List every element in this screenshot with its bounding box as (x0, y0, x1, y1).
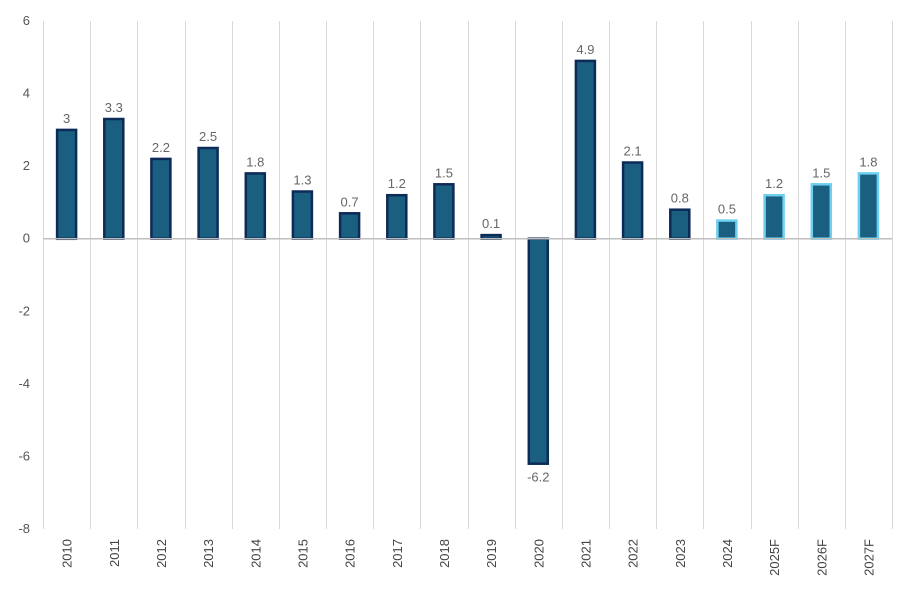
bar-2015 (291, 190, 314, 240)
y-tick-label: 2 (23, 158, 30, 173)
bar-2021 (574, 59, 597, 240)
y-tick-label: 6 (23, 13, 30, 28)
x-tick-label: 2014 (248, 539, 263, 568)
x-tick-label: 2026F (814, 539, 829, 576)
data-label-2027f: 1.8 (859, 154, 877, 169)
data-label-2024: 0.5 (718, 202, 736, 217)
data-label-2023: 0.8 (671, 191, 689, 206)
data-label-2025f: 1.2 (765, 176, 783, 191)
x-tick-label: 2023 (673, 539, 688, 568)
y-tick-label: 4 (23, 86, 30, 101)
x-tick-label: 2013 (201, 539, 216, 568)
x-tick-label: 2017 (390, 539, 405, 568)
bar-2025f (763, 193, 785, 240)
x-tick-label: 2021 (578, 539, 593, 568)
data-label-2022: 2.1 (624, 144, 642, 159)
x-tick-label: 2010 (60, 539, 75, 568)
bar-2016 (338, 212, 361, 240)
bars (43, 59, 892, 465)
bar-2022 (621, 161, 644, 240)
bar-2010 (55, 128, 78, 241)
bar-2024 (716, 219, 738, 240)
y-axis: 6 4 2 0 -2 -4 -6 -8 (18, 13, 30, 536)
data-label-2021: 4.9 (576, 42, 594, 57)
data-label-2020: -6.2 (527, 470, 549, 485)
data-label-2019: 0.1 (482, 216, 500, 231)
bar-2014 (244, 172, 267, 240)
y-tick-label: -4 (18, 376, 30, 391)
bar-2018 (433, 183, 455, 240)
x-tick-label: 2018 (437, 539, 452, 568)
y-tick-label: -6 (18, 448, 30, 463)
x-tick-label: 2019 (484, 539, 499, 568)
bar-2020 (527, 237, 550, 465)
x-tick-label: 2020 (531, 539, 546, 568)
bar-2017 (386, 193, 408, 240)
data-label-2013: 2.5 (199, 129, 217, 144)
x-tick-label: 2025F (767, 539, 782, 576)
bar-2023 (669, 208, 691, 240)
x-tick-label: 2024 (720, 539, 735, 568)
data-label-2011: 3.3 (105, 100, 123, 115)
data-labels: 3 3.3 2.2 2.5 1.8 1.3 0.7 1.2 1.5 0.1 -6.2 4.9 2.1 0.… (63, 42, 877, 485)
x-axis: 2010 2011 2012 2013 2014 2015 2016 2017 2018 2019… (60, 539, 877, 576)
data-label-2016: 0.7 (341, 194, 359, 209)
grid-lines (43, 21, 893, 529)
x-tick-label: 2016 (343, 539, 358, 568)
data-label-2018: 1.5 (435, 165, 453, 180)
y-tick-label: -8 (18, 521, 30, 536)
bar-2011 (103, 117, 125, 240)
data-label-2015: 1.3 (293, 173, 311, 188)
x-tick-label: 2022 (626, 539, 641, 568)
bar-2026f (810, 183, 833, 240)
bar-2012 (150, 157, 172, 240)
x-tick-label: 2011 (107, 539, 122, 567)
data-label-2012: 2.2 (152, 140, 170, 155)
data-label-2014: 1.8 (246, 154, 264, 169)
x-tick-label: 2027F (861, 539, 876, 576)
bar-2027f (857, 172, 880, 240)
bar-2013 (197, 146, 219, 240)
x-tick-label: 2012 (154, 539, 169, 568)
data-label-2010: 3 (63, 111, 70, 126)
x-tick-label: 2015 (295, 539, 310, 568)
data-label-2026f: 1.5 (812, 165, 830, 180)
data-label-2017: 1.2 (388, 176, 406, 191)
y-tick-label: -2 (18, 303, 30, 318)
y-tick-label: 0 (23, 231, 30, 246)
